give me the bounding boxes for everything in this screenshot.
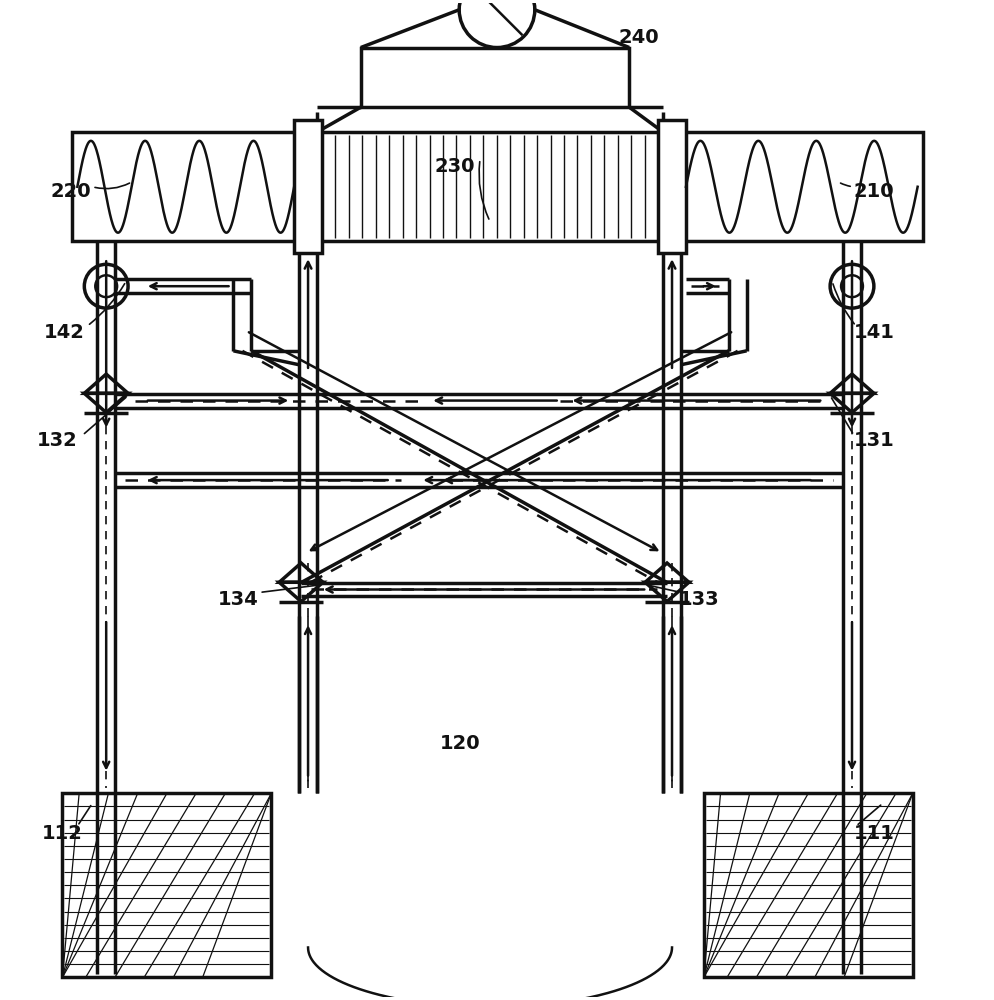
Text: 112: 112 [42,824,83,843]
Bar [658,120,686,253]
Text: 210: 210 [854,182,895,201]
Bar [73,132,922,241]
Text: 133: 133 [679,590,720,609]
Bar [294,120,322,253]
Text: 141: 141 [854,323,895,342]
Text: 240: 240 [619,28,659,47]
Text: 134: 134 [218,590,258,609]
Text: 142: 142 [44,323,84,342]
Bar [63,793,271,977]
Text: 120: 120 [440,734,480,753]
Text: 131: 131 [854,431,895,450]
Text: 111: 111 [854,824,895,843]
Bar [704,793,912,977]
Text: 220: 220 [50,182,90,201]
Text: 230: 230 [435,157,475,176]
Text: 132: 132 [37,431,78,450]
Bar [361,48,629,107]
